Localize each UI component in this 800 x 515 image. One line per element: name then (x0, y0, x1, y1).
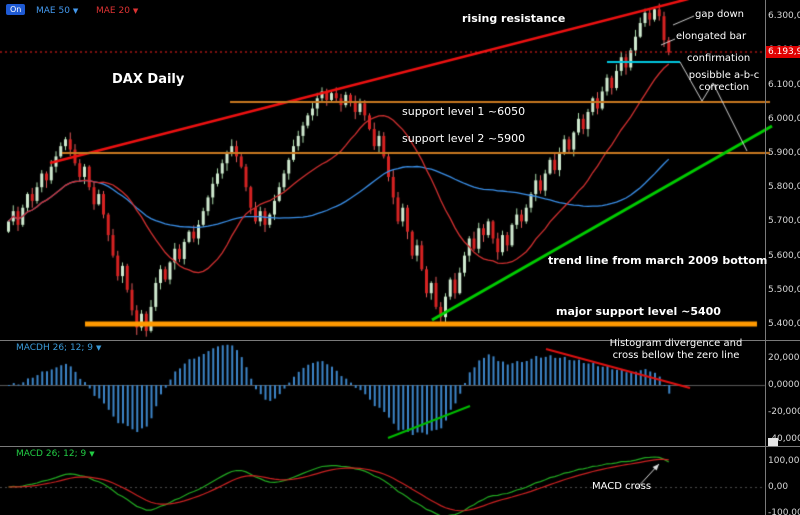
macdh-label-text: MACDH 26; 12; 9 (16, 343, 94, 353)
annotation-confirmation: confirmation (687, 53, 751, 64)
legend-mae50[interactable]: MAE 50 ▼ (36, 6, 78, 16)
macdh-axis-label: 20,0000 (768, 353, 800, 363)
chart-toggle-chip[interactable]: On (6, 4, 26, 15)
macdh-indicator-label[interactable]: MACDH 26; 12; 9 ▼ (16, 343, 101, 353)
price-axis-label: 5.900,00 (768, 148, 800, 158)
price-axis-label: 6.100,00 (768, 79, 800, 90)
annotation-support-level-2: support level 2 ~5900 (402, 132, 526, 145)
dropdown-arrow-icon: ▼ (132, 7, 139, 15)
macd-axis-label: 0,00 (768, 482, 789, 492)
price-axis-label: 6.300,00 (768, 11, 800, 22)
panel-separator (0, 340, 800, 341)
price-axis-label: 5.800,00 (768, 182, 800, 193)
macd-axis-label: -100,00 (768, 508, 800, 515)
panel-resize-handle[interactable] (768, 438, 778, 446)
macd-axis-label: 100,00 (768, 456, 800, 466)
price-axis-label: 5.500,00 (768, 284, 800, 295)
annotation-histogram-divergence: Histogram divergence and cross bellow th… (609, 338, 743, 361)
annotation-support-level-1: support level 1 ~6050 (402, 105, 526, 118)
annotation-abc-correction: posibble a-b-c correction (688, 70, 760, 93)
dropdown-arrow-icon: ▼ (89, 450, 95, 458)
legend-mae20[interactable]: MAE 20 ▼ (96, 6, 138, 16)
price-axis-label: 6.000,00 (768, 113, 800, 124)
price-axis-label: 5.400,00 (768, 319, 800, 329)
price-axis-label: 5.700,00 (768, 216, 800, 227)
macd-label-text: MACD 26; 12; 9 (16, 449, 87, 459)
macdh-axis-label: 0,0000 (768, 380, 800, 390)
macdh-axis-label: -20,0000 (768, 407, 800, 417)
annotation-major-support: major support level ~5400 (556, 305, 721, 318)
dropdown-arrow-icon: ▼ (72, 7, 79, 15)
mae20-label: MAE 20 (96, 6, 130, 16)
annotation-macd-cross: MACD cross (592, 481, 652, 492)
panel-separator (0, 446, 800, 447)
dropdown-arrow-icon: ▼ (96, 344, 102, 352)
price-axis-label: 5.600,00 (768, 250, 800, 261)
macdh-axis-label: -40,0000 (768, 434, 800, 444)
axis-separator (765, 0, 766, 515)
macd-indicator-label[interactable]: MACD 26; 12; 9 ▼ (16, 449, 95, 459)
annotation-elongated-bar: elongated bar (676, 31, 747, 42)
annotation-trend-line-2009: trend line from march 2009 bottom (548, 254, 768, 267)
mae50-label: MAE 50 (36, 6, 70, 16)
annotation-gap-down: gap down (695, 9, 744, 20)
current-price-tag: 6.193,99 (766, 46, 800, 59)
annotation-rising-resistance: rising resistance (462, 12, 566, 25)
chart-title: DAX Daily (112, 72, 185, 87)
